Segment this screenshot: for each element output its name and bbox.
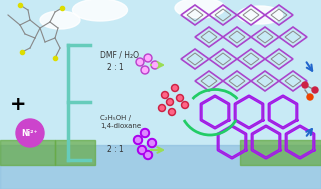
Circle shape: [171, 84, 178, 91]
Circle shape: [302, 82, 308, 88]
Circle shape: [181, 101, 188, 108]
Circle shape: [167, 98, 173, 105]
Circle shape: [150, 140, 154, 146]
Circle shape: [307, 94, 313, 100]
Text: Ni²⁺: Ni²⁺: [22, 129, 38, 138]
Bar: [0, 145, 321, 189]
Bar: [55, 140, 95, 165]
Ellipse shape: [238, 6, 282, 24]
Circle shape: [163, 93, 167, 97]
Text: C₂H₅OH /
1,4-dioxane: C₂H₅OH / 1,4-dioxane: [100, 115, 141, 129]
Circle shape: [136, 58, 144, 66]
Circle shape: [144, 54, 152, 62]
Circle shape: [148, 139, 157, 147]
Circle shape: [160, 106, 164, 110]
Circle shape: [135, 138, 141, 143]
Circle shape: [312, 87, 318, 93]
Circle shape: [143, 67, 148, 73]
Circle shape: [141, 129, 150, 138]
FancyArrowPatch shape: [151, 147, 163, 153]
Circle shape: [152, 63, 158, 67]
Circle shape: [170, 110, 174, 114]
Circle shape: [159, 105, 166, 112]
Circle shape: [183, 103, 187, 107]
Circle shape: [168, 100, 172, 104]
Circle shape: [173, 86, 177, 90]
Bar: [0, 140, 55, 165]
Circle shape: [143, 150, 152, 160]
Circle shape: [145, 56, 151, 60]
FancyArrowPatch shape: [151, 62, 163, 68]
Circle shape: [145, 153, 151, 157]
Circle shape: [169, 108, 176, 115]
Circle shape: [151, 61, 159, 69]
Bar: [240, 140, 321, 165]
Circle shape: [137, 146, 146, 154]
Circle shape: [178, 96, 182, 100]
Text: DMF / H₂O: DMF / H₂O: [100, 50, 139, 60]
Text: 2 : 1: 2 : 1: [107, 146, 123, 154]
Ellipse shape: [175, 0, 225, 18]
Circle shape: [16, 119, 44, 147]
Circle shape: [137, 60, 143, 64]
Circle shape: [177, 94, 184, 101]
Circle shape: [140, 147, 144, 153]
Circle shape: [161, 91, 169, 98]
Text: 2 : 1: 2 : 1: [107, 63, 123, 71]
Circle shape: [141, 66, 149, 74]
Circle shape: [134, 136, 143, 145]
Ellipse shape: [73, 0, 127, 21]
Text: +: +: [10, 95, 26, 115]
Circle shape: [143, 130, 148, 136]
Ellipse shape: [40, 11, 80, 29]
